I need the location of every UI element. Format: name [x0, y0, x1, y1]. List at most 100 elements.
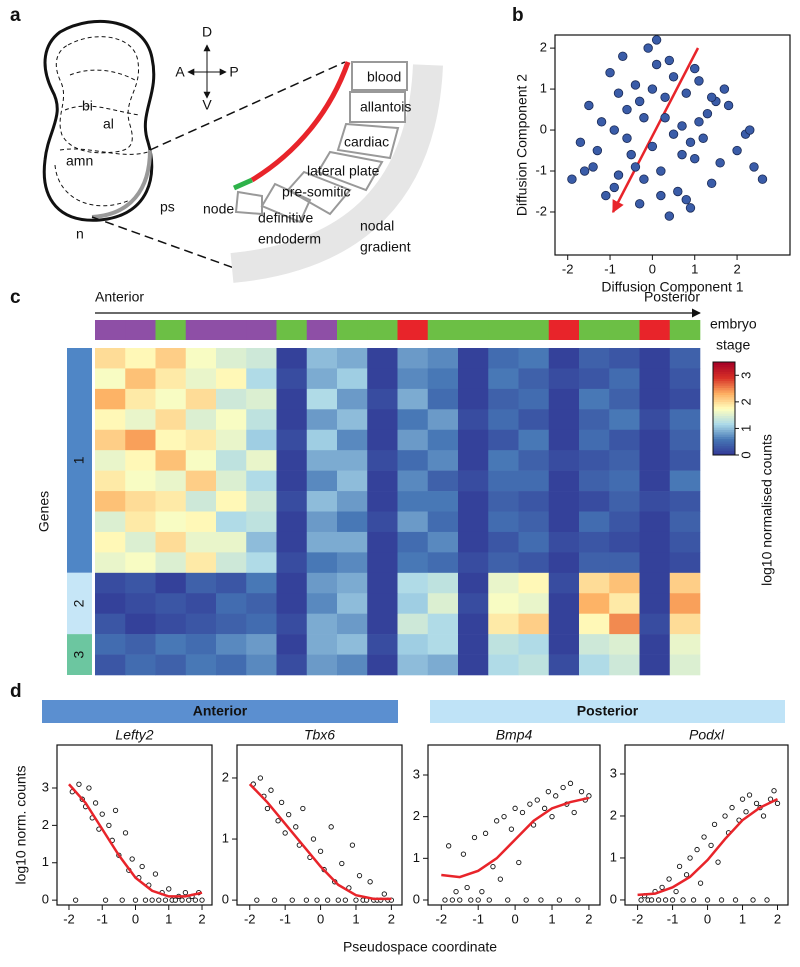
heatmap-cell — [337, 429, 368, 451]
x-tick-label: -1 — [667, 911, 679, 926]
heatmap-cell — [337, 470, 368, 492]
point — [186, 897, 192, 903]
plot-frame — [56, 744, 213, 906]
heatmap-cell — [548, 470, 580, 492]
point — [541, 805, 548, 811]
stage-cell — [669, 320, 701, 340]
heatmap-cell — [639, 491, 671, 512]
point — [442, 897, 448, 903]
region-label: ps — [160, 199, 175, 215]
heatmap-cell — [367, 531, 398, 553]
heatmap-cell — [458, 511, 489, 533]
heatmap-cell — [155, 388, 187, 410]
x-tick-label: -1 — [604, 261, 616, 276]
heatmap-cell — [306, 531, 338, 553]
heatmap-cell — [488, 572, 519, 594]
heatmap-cell — [155, 613, 187, 635]
heatmap-cell — [185, 572, 217, 594]
x-tick-label: 0 — [704, 911, 711, 926]
region-label: n — [76, 226, 84, 242]
heatmap-cell — [579, 593, 610, 614]
heatmap-cell — [155, 572, 187, 594]
point — [664, 55, 675, 66]
colorbar-label: log10 normalised counts — [759, 434, 775, 586]
point — [723, 100, 734, 111]
heatmap-cell — [579, 388, 610, 410]
point — [719, 84, 730, 94]
point — [685, 203, 696, 213]
y-tick-label: 0 — [610, 891, 617, 906]
heatmap-cell — [95, 429, 126, 451]
heatmap-cell — [518, 531, 550, 553]
point — [471, 834, 478, 841]
point — [523, 897, 529, 903]
heatmap-cell — [609, 593, 640, 614]
point — [460, 851, 467, 857]
heatmap-cell — [639, 429, 671, 451]
heatmap-cell — [125, 368, 156, 390]
heatmap-cell — [95, 654, 126, 676]
gradient-label: gradient — [360, 239, 411, 255]
point — [706, 92, 717, 102]
x-tick-label: 0 — [649, 261, 656, 276]
heatmap-cell — [427, 348, 459, 369]
x-tick-label: 1 — [352, 911, 359, 926]
plot-frame — [624, 744, 789, 906]
heatmap-cell — [367, 429, 398, 451]
heatmap-cell — [155, 409, 187, 431]
heatmap-cell — [367, 450, 398, 471]
point — [129, 856, 135, 862]
point — [732, 145, 742, 156]
point — [677, 121, 687, 131]
point — [162, 897, 169, 903]
heatmap-cell — [95, 470, 126, 492]
heatmap-cell — [185, 552, 217, 574]
colorbar-step — [713, 373, 735, 377]
heatmap-cell — [397, 491, 429, 512]
point — [356, 873, 363, 879]
gene-group-label: 2 — [71, 599, 87, 607]
heatmap-cell — [518, 511, 550, 533]
heatmap-cell — [669, 368, 701, 390]
heatmap-cell — [95, 348, 126, 369]
heatmap-cell — [518, 572, 550, 594]
heatmap-cell — [306, 572, 338, 594]
point — [497, 876, 503, 882]
heatmap-cell — [669, 654, 701, 676]
heatmap-cell — [609, 491, 640, 512]
heatmap-cell — [669, 613, 701, 635]
x-tick-label: 2 — [774, 911, 781, 926]
heatmap-cell — [488, 654, 519, 676]
x-tick-label: -2 — [632, 911, 644, 926]
colorbar-step — [713, 429, 735, 433]
heatmap-cell — [185, 470, 217, 492]
heatmap-cell — [669, 552, 701, 574]
point — [578, 789, 585, 795]
heatmap-cell — [548, 368, 580, 390]
point — [102, 897, 109, 903]
stage-cell — [337, 320, 368, 340]
heatmap-cell — [669, 348, 701, 369]
heatmap-cell — [488, 450, 519, 471]
point — [746, 792, 753, 798]
tissue-label: blood — [367, 69, 401, 85]
gene-group — [67, 634, 92, 675]
colorbar-step — [713, 392, 735, 396]
heatmap-cell — [216, 450, 247, 471]
heatmap-cell — [488, 470, 519, 492]
heatmap-cell — [306, 368, 338, 390]
heatmap-cell — [488, 388, 519, 410]
colorbar-tick-label: 0 — [738, 451, 753, 458]
point — [278, 799, 285, 806]
colorbar-step — [713, 378, 735, 382]
point — [588, 162, 598, 172]
heatmap-cell — [427, 491, 459, 512]
point — [257, 775, 264, 781]
heatmap-cell — [579, 429, 610, 451]
heatmap-cell — [246, 511, 277, 533]
heatmap-cell — [337, 593, 368, 614]
heatmap-cell — [276, 470, 308, 492]
colorbar-step — [713, 396, 735, 400]
heatmap-cell — [337, 388, 368, 410]
